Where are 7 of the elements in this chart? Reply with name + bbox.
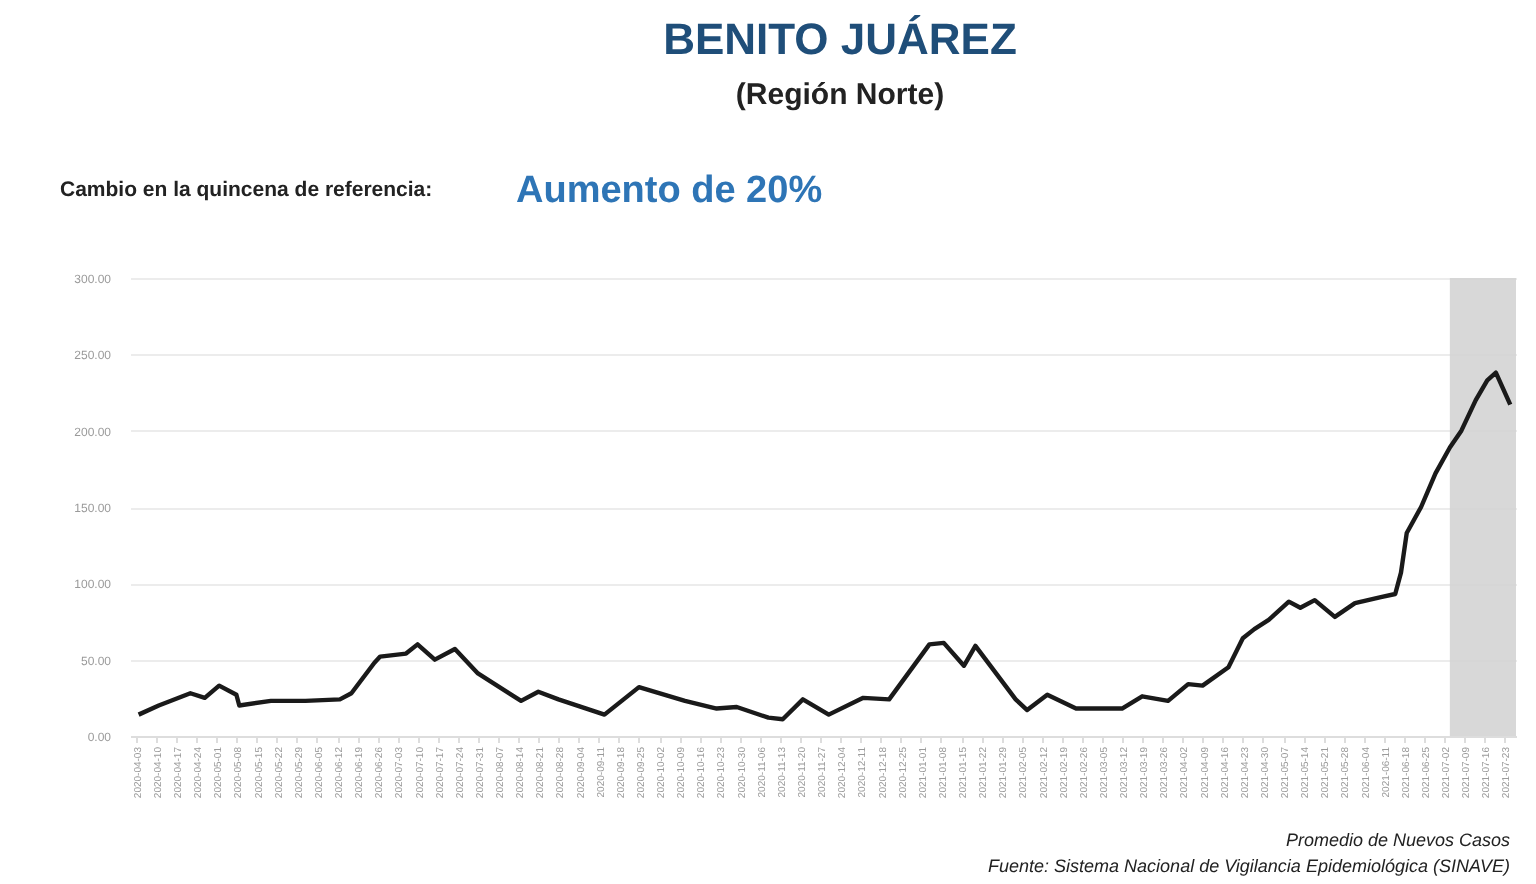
text: Cambio en la quincena de referencia:: [60, 178, 433, 202]
text: Aumento de 20%: [516, 170, 823, 212]
chart-subtitle: (Región Norte): [735, 78, 945, 112]
source-note: Fuente: Sistema Nacional de Vigilancia Epidemiológica (SINAVE): [988, 856, 1510, 876]
line-series: [136, 370, 1513, 722]
text: Promedio de Nuevos Casos: [1285, 830, 1511, 850]
chart-title: BENITO JUÁREZ: [663, 14, 1017, 64]
